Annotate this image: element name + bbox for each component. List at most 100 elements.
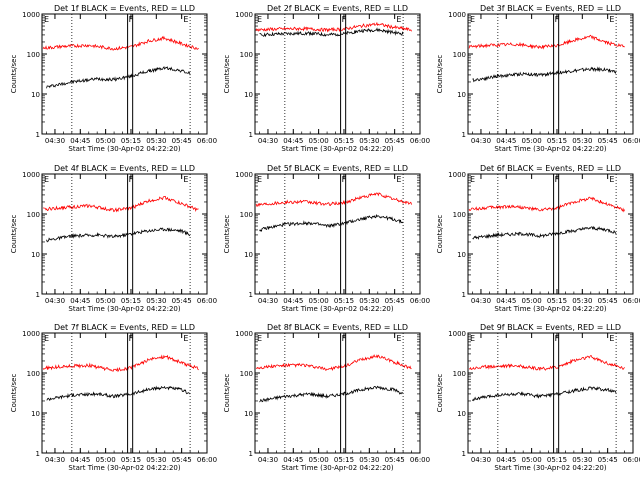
x-tick-label: 06:00 — [623, 297, 640, 305]
flag-label: E — [183, 15, 188, 24]
x-tick-label: 04:45 — [70, 297, 90, 305]
y-tick-label: 10 — [457, 251, 466, 259]
x-tick-label: 06:00 — [623, 137, 640, 145]
x-tick-label: 05:30 — [359, 456, 379, 464]
y-tick-label: 10 — [457, 91, 466, 99]
x-tick-label: 05:00 — [309, 456, 329, 464]
y-tick-label: 10 — [244, 91, 253, 99]
flag-label: F — [555, 175, 560, 184]
x-tick-label: 05:15 — [121, 456, 141, 464]
x-axis-label: Start Time (30-Apr-02 04:22:20) — [68, 305, 180, 313]
x-tick-label: 04:30 — [471, 137, 491, 145]
flag-label: E — [609, 175, 614, 184]
y-tick-label: 1000 — [22, 171, 40, 179]
flag-label: E — [396, 175, 401, 184]
flare-interval-box — [340, 332, 347, 454]
events-series-line — [259, 213, 404, 232]
y-tick-label: 1 — [36, 131, 40, 139]
x-tick-label: 04:45 — [496, 297, 516, 305]
panel-title: Det 8f BLACK = Events, RED = LLD — [267, 323, 408, 332]
panel-det-4: Det 4f BLACK = Events, RED = LLD 1 10 100 10… — [10, 164, 217, 313]
x-tick-label: 04:45 — [283, 137, 303, 145]
plot-frame — [254, 13, 421, 135]
plot-frame — [467, 13, 634, 135]
y-tick-label: 100 — [27, 370, 40, 378]
events-series-line — [472, 386, 617, 402]
panel-title: Det 5f BLACK = Events, RED = LLD — [267, 164, 408, 173]
x-tick-label: 05:45 — [172, 137, 192, 145]
x-tick-label: 06:00 — [197, 137, 217, 145]
y-tick-label: 100 — [453, 51, 466, 59]
y-tick-label: 100 — [240, 51, 253, 59]
y-tick-label: 1 — [36, 291, 40, 299]
y-axis-label: Counts/sec — [436, 374, 444, 413]
x-tick-label: 05:00 — [309, 297, 329, 305]
flag-label: F — [555, 334, 560, 343]
y-tick-label: 100 — [453, 211, 466, 219]
x-tick-label: 04:30 — [471, 297, 491, 305]
lld-series-line — [468, 355, 625, 371]
panel-det-8: Det 8f BLACK = Events, RED = LLD 1 10 100 10… — [223, 323, 430, 472]
y-tick-label: 1000 — [235, 330, 253, 338]
flag-label: E — [470, 15, 475, 24]
plot-frame — [467, 173, 634, 295]
flag-label: F — [342, 334, 347, 343]
x-tick-label: 05:15 — [547, 137, 567, 145]
flare-interval-box — [553, 173, 560, 295]
flag-label: F — [342, 15, 347, 24]
y-tick-label: 1000 — [448, 171, 466, 179]
x-axis-label: Start Time (30-Apr-02 04:22:20) — [494, 145, 606, 153]
x-tick-label: 05:00 — [522, 456, 542, 464]
flag-label: E — [183, 175, 188, 184]
y-tick-label: 1000 — [22, 330, 40, 338]
y-tick-label: 1 — [36, 450, 40, 458]
x-tick-label: 04:45 — [70, 137, 90, 145]
y-axis-label: Counts/sec — [10, 374, 18, 413]
x-tick-label: 06:00 — [197, 297, 217, 305]
panel-det-2: Det 2f BLACK = Events, RED = LLD 1 10 100 10… — [223, 4, 430, 153]
x-tick-label: 05:30 — [359, 137, 379, 145]
x-tick-label: 04:45 — [70, 456, 90, 464]
y-tick-label: 100 — [453, 370, 466, 378]
x-tick-label: 06:00 — [410, 297, 430, 305]
x-tick-label: 05:00 — [522, 297, 542, 305]
x-tick-label: 05:30 — [572, 297, 592, 305]
x-axis-label: Start Time (30-Apr-02 04:22:20) — [494, 305, 606, 313]
flag-label: E — [396, 334, 401, 343]
x-tick-label: 04:30 — [258, 137, 278, 145]
x-tick-label: 04:30 — [45, 297, 65, 305]
y-axis-label: Counts/sec — [436, 55, 444, 94]
lld-series-line — [468, 196, 625, 213]
flag-label: E — [183, 334, 188, 343]
x-axis-label: Start Time (30-Apr-02 04:22:20) — [281, 464, 393, 472]
flare-interval-box — [340, 173, 347, 295]
x-axis-label: Start Time (30-Apr-02 04:22:20) — [281, 145, 393, 153]
x-tick-label: 04:30 — [258, 297, 278, 305]
panel-det-7: Det 7f BLACK = Events, RED = LLD 1 10 100 10… — [10, 323, 217, 472]
x-tick-label: 05:30 — [146, 297, 166, 305]
events-series-line — [46, 66, 191, 89]
flag-label: E — [44, 15, 49, 24]
y-tick-label: 100 — [240, 370, 253, 378]
lld-series-line — [42, 354, 199, 373]
y-axis-label: Counts/sec — [223, 215, 231, 254]
x-tick-label: 06:00 — [623, 456, 640, 464]
panel-title: Det 2f BLACK = Events, RED = LLD — [267, 4, 408, 13]
panel-det-6: Det 6f BLACK = Events, RED = LLD 1 10 100 10… — [436, 164, 640, 313]
x-tick-label: 05:30 — [146, 137, 166, 145]
flare-interval-box — [553, 332, 560, 454]
y-tick-label: 1000 — [235, 11, 253, 19]
x-tick-label: 05:30 — [359, 297, 379, 305]
x-tick-label: 05:00 — [309, 137, 329, 145]
y-tick-label: 100 — [27, 211, 40, 219]
flare-interval-box — [127, 332, 134, 454]
flag-label: E — [609, 334, 614, 343]
y-tick-label: 1 — [249, 131, 253, 139]
x-axis-label: Start Time (30-Apr-02 04:22:20) — [68, 145, 180, 153]
x-tick-label: 05:45 — [385, 297, 405, 305]
x-tick-label: 06:00 — [410, 137, 430, 145]
events-series-line — [259, 27, 404, 38]
y-axis-label: Counts/sec — [10, 215, 18, 254]
lld-series-line — [42, 35, 199, 51]
y-tick-label: 1 — [249, 450, 253, 458]
